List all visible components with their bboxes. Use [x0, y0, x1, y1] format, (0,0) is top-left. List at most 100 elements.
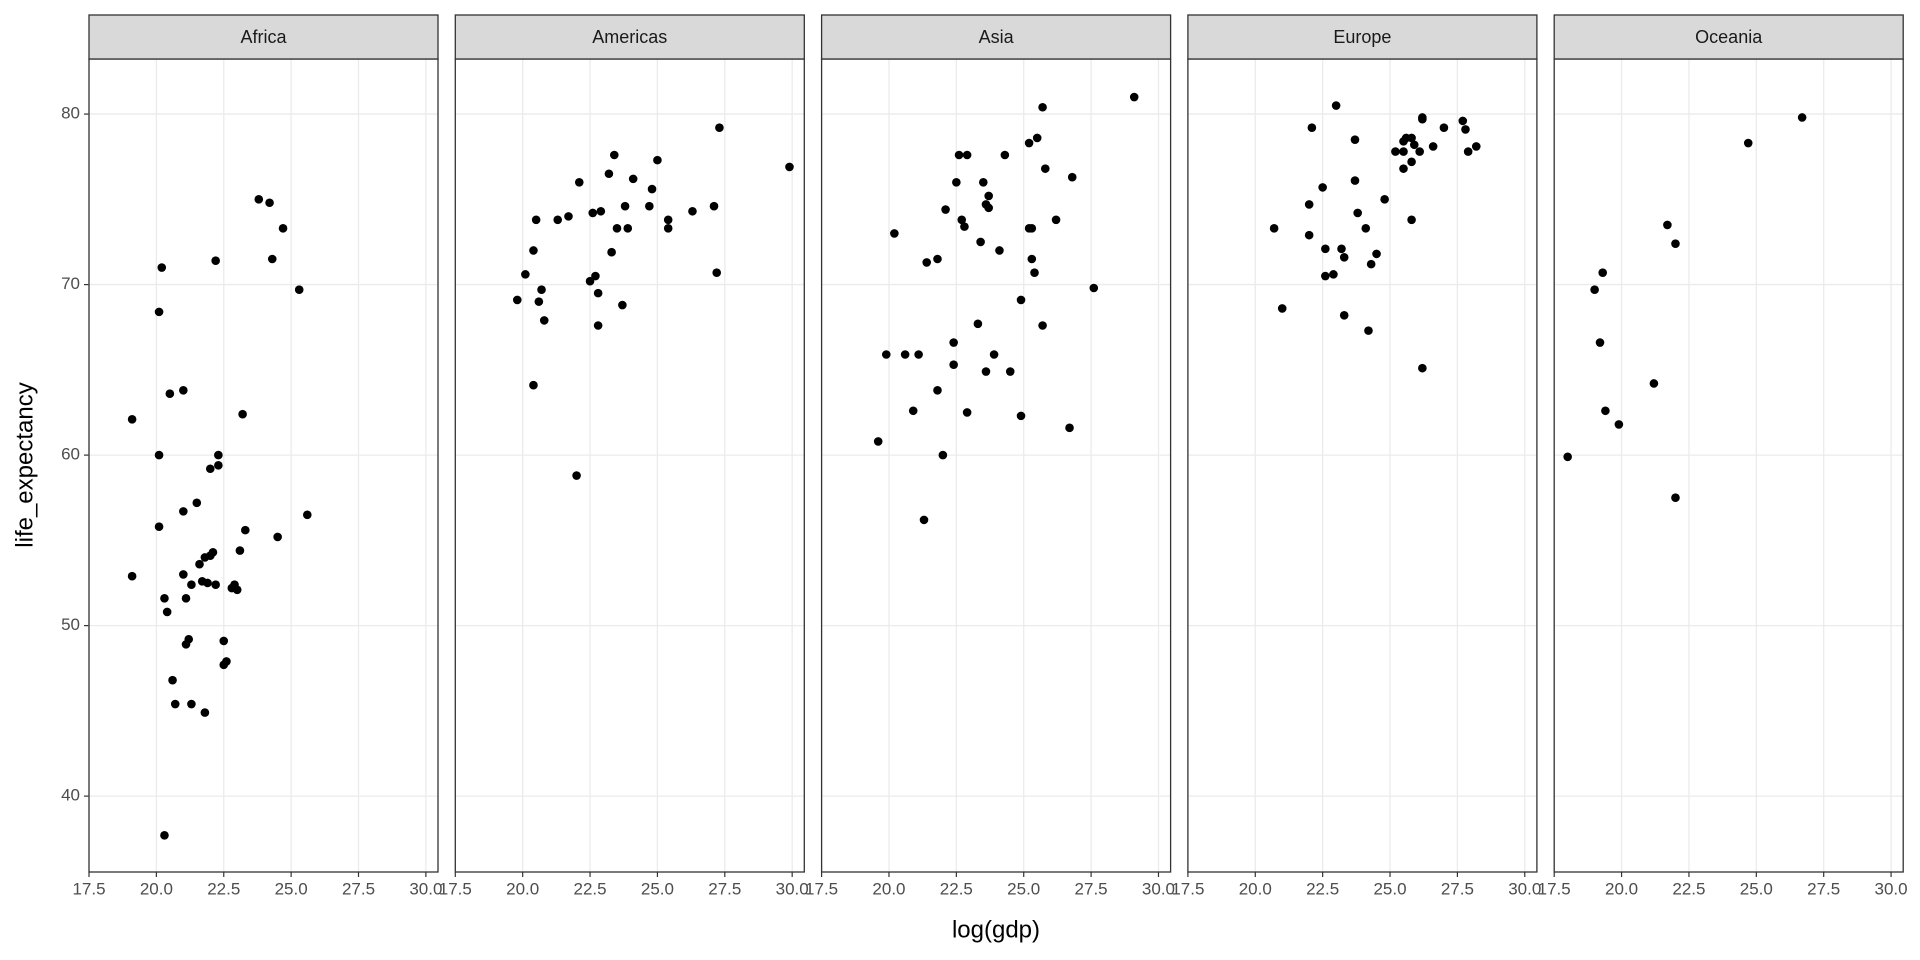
point	[165, 389, 175, 399]
point	[1797, 113, 1807, 122]
strip	[454, 14, 805, 60]
point	[1129, 92, 1139, 102]
x-tick-label: 22.5	[207, 879, 240, 898]
point	[900, 350, 910, 359]
point	[267, 254, 277, 264]
point	[1024, 138, 1034, 148]
point	[1366, 259, 1376, 269]
strip-label: Asia	[979, 27, 1015, 47]
point	[647, 184, 657, 194]
point	[949, 338, 958, 347]
point	[952, 177, 961, 187]
point	[954, 150, 964, 160]
point	[521, 270, 530, 279]
point	[1016, 411, 1026, 421]
point	[1005, 367, 1015, 376]
point	[919, 515, 929, 525]
point	[1563, 452, 1572, 462]
point	[179, 507, 188, 516]
point	[254, 195, 264, 204]
point	[1321, 271, 1330, 281]
point	[645, 201, 654, 211]
point	[1016, 295, 1026, 305]
point	[235, 546, 245, 555]
x-tick-label: 30.0	[1142, 879, 1175, 898]
point	[922, 258, 932, 267]
point	[154, 522, 164, 532]
point	[1304, 230, 1314, 240]
x-tick-label: 30.0	[1508, 879, 1541, 898]
point	[1461, 125, 1470, 134]
point	[1415, 147, 1424, 156]
x-tick-label: 20.0	[140, 879, 173, 898]
point	[187, 699, 196, 709]
point	[1399, 147, 1408, 156]
point	[1353, 208, 1362, 218]
point	[208, 547, 218, 557]
x-tick-label: 25.0	[1373, 879, 1406, 898]
panel-background	[89, 59, 438, 872]
point	[1040, 164, 1050, 173]
point	[1027, 254, 1037, 264]
x-tick-label: 25.0	[641, 879, 674, 898]
point	[553, 215, 563, 225]
point	[1598, 268, 1608, 277]
point	[200, 708, 210, 717]
point	[663, 224, 673, 233]
x-axis-title: log(gdp)	[952, 916, 1040, 943]
x-tick-label: 25.0	[1740, 879, 1773, 898]
x-tick-label: 22.5	[574, 879, 607, 898]
point	[160, 594, 169, 603]
y-tick-label: 50	[61, 615, 80, 634]
point	[1030, 268, 1039, 277]
panel-background	[1187, 59, 1537, 872]
x-tick-label: 22.5	[940, 879, 973, 898]
x-tick-label: 25.0	[1007, 879, 1040, 898]
point	[612, 224, 622, 233]
point	[1418, 113, 1427, 122]
point	[162, 607, 172, 617]
point	[1350, 135, 1360, 144]
point	[1304, 200, 1314, 209]
point	[1671, 239, 1680, 248]
point	[604, 169, 614, 179]
point	[1458, 116, 1468, 126]
panel-background	[455, 59, 805, 872]
x-tick-label: 20.0	[1605, 879, 1638, 898]
x-tick-label: 17.5	[72, 879, 105, 898]
point	[1428, 142, 1438, 151]
strip	[1553, 14, 1904, 60]
point	[1663, 220, 1672, 230]
x-tick-label: 27.5	[1441, 879, 1474, 898]
point	[957, 215, 967, 225]
point	[529, 380, 538, 390]
point	[1318, 183, 1327, 192]
point	[1743, 138, 1753, 148]
point	[588, 208, 598, 218]
point	[1361, 224, 1371, 233]
point	[1331, 101, 1341, 110]
point	[1027, 224, 1037, 233]
point	[610, 150, 619, 160]
point	[157, 263, 167, 272]
point	[1418, 363, 1427, 373]
point	[1471, 142, 1481, 151]
point	[989, 350, 999, 359]
point	[1339, 253, 1349, 262]
point	[529, 246, 538, 255]
point	[203, 578, 212, 588]
point	[179, 386, 188, 395]
point	[663, 215, 673, 225]
point	[1391, 147, 1400, 156]
x-tick-label: 27.5	[1075, 879, 1108, 898]
strip	[88, 14, 439, 60]
point	[179, 570, 188, 579]
point	[302, 510, 312, 520]
point	[1321, 244, 1330, 254]
point	[1649, 379, 1659, 388]
point	[607, 247, 616, 257]
x-tick-label: 17.5	[1171, 879, 1204, 898]
point	[984, 191, 993, 201]
point	[1407, 133, 1416, 143]
x-tick-label: 17.5	[805, 879, 838, 898]
